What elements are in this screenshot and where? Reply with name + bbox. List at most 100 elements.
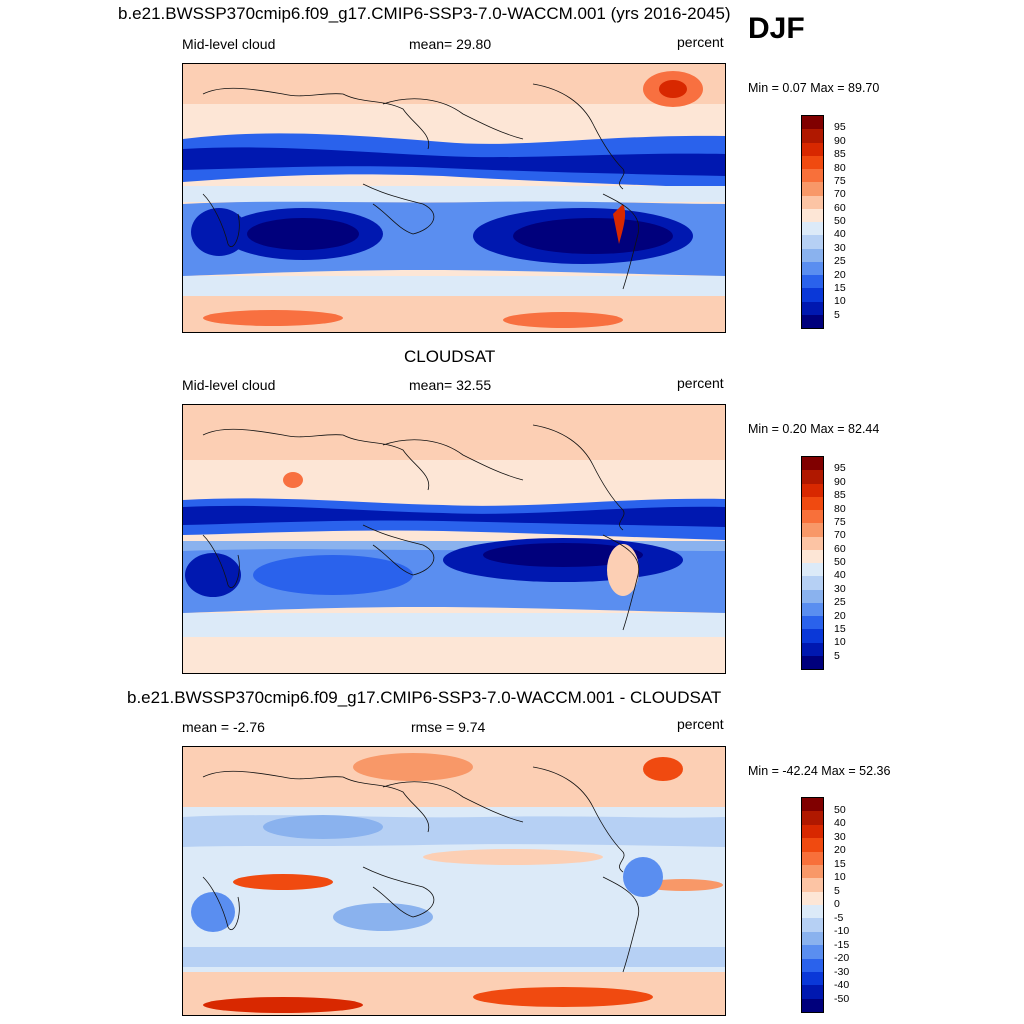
panel2-minmax: Min = 0.20 Max = 82.44 bbox=[748, 422, 880, 436]
colorbar-swatch bbox=[802, 248, 823, 262]
colorbar-tick-label: 85 bbox=[834, 489, 846, 502]
colorbar-tick-label: 5 bbox=[834, 649, 840, 662]
colorbar-swatch bbox=[802, 261, 823, 275]
colorbar-swatch bbox=[802, 208, 823, 222]
colorbar-swatch bbox=[802, 235, 823, 249]
panel3-rmse-label: rmse = 9.74 bbox=[411, 719, 486, 735]
colorbar-tick-label: 70 bbox=[834, 529, 846, 542]
colorbar-swatch bbox=[802, 142, 823, 156]
colorbar-tick-label: -5 bbox=[834, 911, 844, 924]
colorbar-swatch bbox=[802, 496, 823, 510]
colorbar-tick-label: 40 bbox=[834, 228, 846, 241]
colorbar-swatch bbox=[802, 470, 823, 484]
colorbar-swatch bbox=[802, 182, 823, 196]
colorbar-tick-label: -30 bbox=[834, 965, 850, 978]
colorbar-tick-label: 5 bbox=[834, 884, 840, 897]
colorbar-swatch bbox=[802, 998, 823, 1012]
colorbar-swatch bbox=[802, 549, 823, 563]
colorbar-swatch bbox=[802, 616, 823, 630]
colorbar-tick-label: 90 bbox=[834, 475, 846, 488]
colorbar-tick-label: 90 bbox=[834, 134, 846, 147]
panel2-units-label: percent bbox=[677, 375, 724, 391]
colorbar-swatch bbox=[802, 288, 823, 302]
colorbar-swatch bbox=[802, 931, 823, 946]
colorbar-swatch bbox=[802, 971, 823, 986]
colorbar-tick-label: 60 bbox=[834, 542, 846, 555]
colorbar-swatch bbox=[802, 116, 823, 130]
colorbar-tick-label: 30 bbox=[834, 241, 846, 254]
colorbar-tick-label: 30 bbox=[834, 582, 846, 595]
colorbar-swatch bbox=[802, 905, 823, 919]
colorbar-tick-label: 95 bbox=[834, 121, 846, 134]
colorbar-tick-label: 20 bbox=[834, 609, 846, 622]
colorbar-tick-label: 25 bbox=[834, 596, 846, 609]
global-cloud-fraction-map-icon bbox=[183, 405, 725, 673]
panel1-map bbox=[182, 63, 726, 333]
colorbar-swatch bbox=[802, 602, 823, 616]
colorbar-tick-label: 15 bbox=[834, 281, 846, 294]
colorbar-swatch bbox=[802, 838, 823, 852]
colorbar-tick-label: 85 bbox=[834, 148, 846, 161]
colorbar-tick-label: 50 bbox=[834, 556, 846, 568]
panel1-mean-label: mean= 29.80 bbox=[409, 36, 492, 52]
colorbar-swatch bbox=[802, 523, 823, 537]
colorbar-tick-label: 30 bbox=[834, 830, 846, 843]
colorbar-tick-label: 80 bbox=[834, 502, 846, 515]
colorbar-tick-label: 95 bbox=[834, 462, 846, 475]
colorbar-tick-label: -20 bbox=[834, 952, 850, 964]
colorbar-swatch bbox=[802, 576, 823, 590]
colorbar-swatch bbox=[802, 563, 823, 577]
colorbar-swatch bbox=[802, 169, 823, 183]
colorbar-tick-label: 10 bbox=[834, 636, 846, 649]
colorbar-swatch bbox=[802, 536, 823, 550]
panel2-title: CLOUDSAT bbox=[404, 347, 496, 366]
colorbar-tick-label: 50 bbox=[834, 215, 846, 227]
colorbar-swatch bbox=[802, 878, 823, 892]
colorbar-tick-label: 75 bbox=[834, 174, 846, 187]
colorbar-tick-label: 40 bbox=[834, 569, 846, 582]
colorbar-swatch bbox=[802, 457, 823, 471]
panel2-mean-label: mean= 32.55 bbox=[409, 377, 492, 393]
colorbar-swatch bbox=[802, 642, 823, 656]
colorbar-tick-label: -10 bbox=[834, 925, 850, 937]
colorbar-swatch bbox=[802, 483, 823, 497]
colorbar-tick-label: 10 bbox=[834, 871, 846, 883]
colorbar-swatch bbox=[802, 129, 823, 143]
panel2-colorbar bbox=[801, 456, 824, 670]
colorbar-swatch bbox=[802, 155, 823, 169]
colorbar-swatch bbox=[802, 510, 823, 524]
colorbar-swatch bbox=[802, 945, 823, 959]
colorbar-swatch bbox=[802, 864, 823, 879]
colorbar-swatch bbox=[802, 195, 823, 209]
colorbar-tick-label: 5 bbox=[834, 308, 840, 321]
colorbar-swatch bbox=[802, 891, 823, 905]
panel3-colorbar bbox=[801, 797, 824, 1013]
panel1-units-label: percent bbox=[677, 34, 724, 50]
colorbar-swatch bbox=[802, 958, 823, 972]
panel1-title: b.e21.BWSSP370cmip6.f09_g17.CMIP6-SSP3-7… bbox=[118, 4, 731, 23]
colorbar-swatch bbox=[802, 824, 823, 839]
colorbar-tick-label: 0 bbox=[834, 898, 840, 910]
colorbar-swatch bbox=[802, 985, 823, 999]
panel1-minmax: Min = 0.07 Max = 89.70 bbox=[748, 81, 880, 95]
panel3-minmax: Min = -42.24 Max = 52.36 bbox=[748, 764, 891, 778]
colorbar-tick-label: 20 bbox=[834, 844, 846, 856]
colorbar-tick-label: 75 bbox=[834, 515, 846, 528]
colorbar-swatch bbox=[802, 918, 823, 932]
colorbar-swatch bbox=[802, 655, 823, 669]
colorbar-tick-label: 40 bbox=[834, 817, 846, 829]
colorbar-tick-label: -50 bbox=[834, 992, 850, 1005]
panel2-left-label: Mid-level cloud bbox=[182, 377, 276, 393]
panel3-title: b.e21.BWSSP370cmip6.f09_g17.CMIP6-SSP3-7… bbox=[127, 688, 722, 707]
colorbar-tick-label: 15 bbox=[834, 857, 846, 870]
colorbar-tick-label: 80 bbox=[834, 161, 846, 174]
colorbar-tick-label: 60 bbox=[834, 201, 846, 214]
panel3-map bbox=[182, 746, 726, 1016]
colorbar-tick-label: -15 bbox=[834, 938, 850, 951]
colorbar-tick-label: 25 bbox=[834, 255, 846, 268]
panel3-mean-label: mean = -2.76 bbox=[182, 719, 265, 735]
colorbar-tick-label: 20 bbox=[834, 268, 846, 281]
colorbar-tick-label: 50 bbox=[834, 803, 846, 816]
season-label: DJF bbox=[748, 12, 805, 45]
global-difference-map-icon bbox=[183, 747, 725, 1015]
